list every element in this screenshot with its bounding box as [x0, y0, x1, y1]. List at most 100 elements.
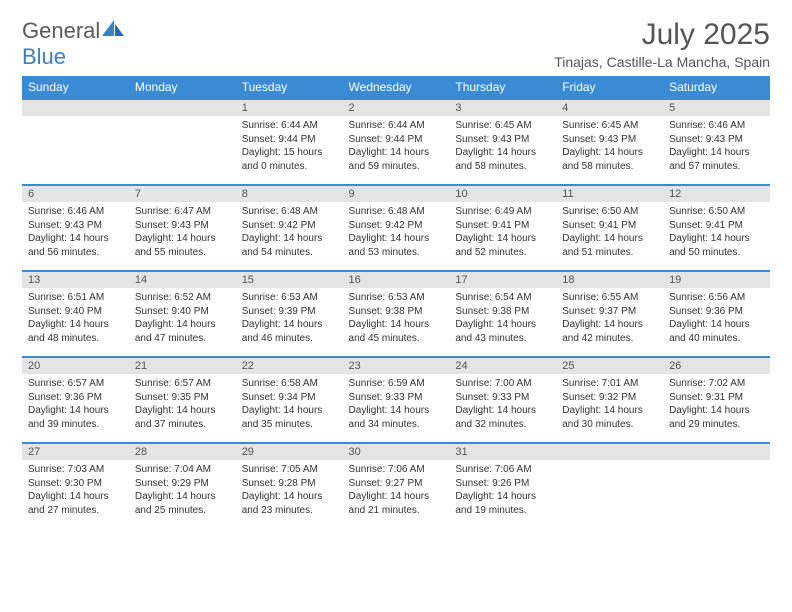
day-content: Sunrise: 6:54 AMSunset: 9:38 PMDaylight:… — [449, 288, 556, 351]
sunset-line: Sunset: 9:33 PM — [455, 391, 550, 405]
sunrise-line: Sunrise: 6:55 AM — [562, 291, 657, 305]
sunset-line: Sunset: 9:32 PM — [562, 391, 657, 405]
day-number-empty — [22, 98, 129, 116]
location: Tinajas, Castille-La Mancha, Spain — [554, 54, 770, 70]
day-cell: 8Sunrise: 6:48 AMSunset: 9:42 PMDaylight… — [236, 184, 343, 270]
daylight-line: Daylight: 14 hours and 42 minutes. — [562, 318, 657, 345]
sunset-line: Sunset: 9:26 PM — [455, 477, 550, 491]
day-number-empty — [663, 442, 770, 460]
day-number: 3 — [449, 98, 556, 116]
sunset-line: Sunset: 9:41 PM — [562, 219, 657, 233]
day-cell: 22Sunrise: 6:58 AMSunset: 9:34 PMDayligh… — [236, 356, 343, 442]
sunrise-line: Sunrise: 6:50 AM — [562, 205, 657, 219]
day-content: Sunrise: 6:55 AMSunset: 9:37 PMDaylight:… — [556, 288, 663, 351]
sunrise-line: Sunrise: 6:53 AM — [242, 291, 337, 305]
empty-cell — [663, 442, 770, 528]
sunrise-line: Sunrise: 6:53 AM — [349, 291, 444, 305]
day-content: Sunrise: 7:00 AMSunset: 9:33 PMDaylight:… — [449, 374, 556, 437]
day-number: 21 — [129, 356, 236, 374]
day-content: Sunrise: 6:58 AMSunset: 9:34 PMDaylight:… — [236, 374, 343, 437]
daylight-line: Daylight: 14 hours and 40 minutes. — [669, 318, 764, 345]
sunset-line: Sunset: 9:29 PM — [135, 477, 230, 491]
daylight-line: Daylight: 14 hours and 52 minutes. — [455, 232, 550, 259]
day-cell: 10Sunrise: 6:49 AMSunset: 9:41 PMDayligh… — [449, 184, 556, 270]
day-content: Sunrise: 6:49 AMSunset: 9:41 PMDaylight:… — [449, 202, 556, 265]
sunset-line: Sunset: 9:38 PM — [455, 305, 550, 319]
weekday-header-row: SundayMondayTuesdayWednesdayThursdayFrid… — [22, 76, 770, 98]
sunrise-line: Sunrise: 6:45 AM — [562, 119, 657, 133]
sunrise-line: Sunrise: 7:05 AM — [242, 463, 337, 477]
calendar-body: 1Sunrise: 6:44 AMSunset: 9:44 PMDaylight… — [22, 98, 770, 528]
daylight-line: Daylight: 14 hours and 30 minutes. — [562, 404, 657, 431]
sunrise-line: Sunrise: 6:56 AM — [669, 291, 764, 305]
sunset-line: Sunset: 9:41 PM — [455, 219, 550, 233]
day-number: 17 — [449, 270, 556, 288]
day-content: Sunrise: 6:52 AMSunset: 9:40 PMDaylight:… — [129, 288, 236, 351]
sunrise-line: Sunrise: 6:46 AM — [669, 119, 764, 133]
daylight-line: Daylight: 14 hours and 45 minutes. — [349, 318, 444, 345]
weekday-header: Friday — [556, 76, 663, 98]
sunset-line: Sunset: 9:38 PM — [349, 305, 444, 319]
sunrise-line: Sunrise: 7:01 AM — [562, 377, 657, 391]
sunrise-line: Sunrise: 6:45 AM — [455, 119, 550, 133]
sunset-line: Sunset: 9:34 PM — [242, 391, 337, 405]
day-number: 8 — [236, 184, 343, 202]
daylight-line: Daylight: 14 hours and 53 minutes. — [349, 232, 444, 259]
daylight-line: Daylight: 14 hours and 32 minutes. — [455, 404, 550, 431]
sunset-line: Sunset: 9:37 PM — [562, 305, 657, 319]
daylight-line: Daylight: 14 hours and 34 minutes. — [349, 404, 444, 431]
day-cell: 27Sunrise: 7:03 AMSunset: 9:30 PMDayligh… — [22, 442, 129, 528]
empty-cell — [556, 442, 663, 528]
daylight-line: Daylight: 14 hours and 50 minutes. — [669, 232, 764, 259]
sunrise-line: Sunrise: 6:50 AM — [669, 205, 764, 219]
day-content: Sunrise: 6:46 AMSunset: 9:43 PMDaylight:… — [22, 202, 129, 265]
daylight-line: Daylight: 15 hours and 0 minutes. — [242, 146, 337, 173]
sunset-line: Sunset: 9:43 PM — [669, 133, 764, 147]
empty-cell — [22, 98, 129, 184]
day-number: 5 — [663, 98, 770, 116]
day-number: 16 — [343, 270, 450, 288]
day-content: Sunrise: 6:57 AMSunset: 9:35 PMDaylight:… — [129, 374, 236, 437]
daylight-line: Daylight: 14 hours and 35 minutes. — [242, 404, 337, 431]
day-cell: 1Sunrise: 6:44 AMSunset: 9:44 PMDaylight… — [236, 98, 343, 184]
day-cell: 29Sunrise: 7:05 AMSunset: 9:28 PMDayligh… — [236, 442, 343, 528]
day-cell: 30 Sunrise: 7:06 AMSunset: 9:27 PMDayligh… — [343, 442, 450, 528]
day-content: Sunrise: 6:57 AMSunset: 9:36 PMDaylight:… — [22, 374, 129, 437]
day-cell: 26Sunrise: 7:02 AMSunset: 9:31 PMDayligh… — [663, 356, 770, 442]
daylight-line: Daylight: 14 hours and 58 minutes. — [455, 146, 550, 173]
day-number: 30 — [343, 442, 450, 460]
sunrise-line: Sunrise: 7:06 AM — [349, 463, 444, 477]
day-cell: 24Sunrise: 7:00 AMSunset: 9:33 PMDayligh… — [449, 356, 556, 442]
sunrise-line: Sunrise: 7:00 AM — [455, 377, 550, 391]
daylight-line: Daylight: 14 hours and 51 minutes. — [562, 232, 657, 259]
sunset-line: Sunset: 9:43 PM — [28, 219, 123, 233]
calendar-row: 6Sunrise: 6:46 AMSunset: 9:43 PMDaylight… — [22, 184, 770, 270]
day-cell: 19Sunrise: 6:56 AMSunset: 9:36 PMDayligh… — [663, 270, 770, 356]
sunrise-line: Sunrise: 6:57 AM — [135, 377, 230, 391]
month-title: July 2025 — [554, 18, 770, 52]
calendar-row: 20Sunrise: 6:57 AMSunset: 9:36 PMDayligh… — [22, 356, 770, 442]
daylight-line: Daylight: 14 hours and 21 minutes. — [349, 490, 444, 517]
day-number: 28 — [129, 442, 236, 460]
sunrise-line: Sunrise: 6:48 AM — [242, 205, 337, 219]
sunset-line: Sunset: 9:30 PM — [28, 477, 123, 491]
day-content: Sunrise: 6:46 AMSunset: 9:43 PMDaylight:… — [663, 116, 770, 179]
day-cell: 9Sunrise: 6:48 AMSunset: 9:42 PMDaylight… — [343, 184, 450, 270]
sunset-line: Sunset: 9:40 PM — [28, 305, 123, 319]
sunset-line: Sunset: 9:44 PM — [242, 133, 337, 147]
day-content: Sunrise: 6:53 AMSunset: 9:39 PMDaylight:… — [236, 288, 343, 351]
brand-part1: General — [22, 18, 100, 43]
sunrise-line: Sunrise: 7:06 AM — [455, 463, 550, 477]
weekday-header: Sunday — [22, 76, 129, 98]
day-content: Sunrise: 7:06 AMSunset: 9:26 PMDaylight:… — [449, 460, 556, 523]
day-number: 26 — [663, 356, 770, 374]
day-cell: 25Sunrise: 7:01 AMSunset: 9:32 PMDayligh… — [556, 356, 663, 442]
day-number-empty — [129, 98, 236, 116]
day-cell: 21Sunrise: 6:57 AMSunset: 9:35 PMDayligh… — [129, 356, 236, 442]
sunrise-line: Sunrise: 6:57 AM — [28, 377, 123, 391]
sunset-line: Sunset: 9:27 PM — [349, 477, 444, 491]
title-block: July 2025 Tinajas, Castille-La Mancha, S… — [554, 18, 770, 70]
sunset-line: Sunset: 9:44 PM — [349, 133, 444, 147]
daylight-line: Daylight: 14 hours and 57 minutes. — [669, 146, 764, 173]
day-content: Sunrise: 6:44 AMSunset: 9:44 PMDaylight:… — [236, 116, 343, 179]
